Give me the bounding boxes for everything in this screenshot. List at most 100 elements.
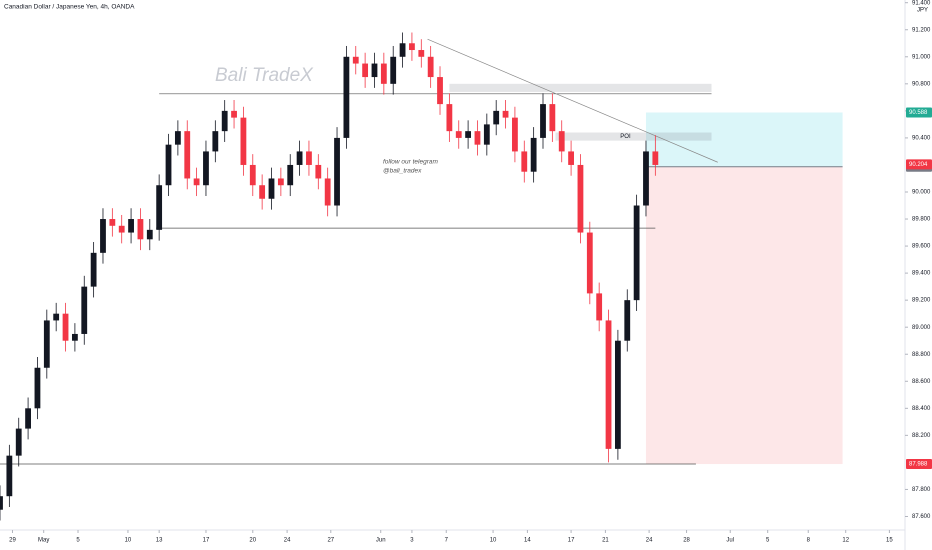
candle-body — [268, 178, 275, 199]
candle-body — [306, 151, 312, 165]
candle-body — [568, 151, 574, 165]
y-tick-label: 89.000 — [912, 325, 931, 331]
y-tick-label: 88.600 — [912, 379, 931, 385]
candle-body — [446, 104, 453, 132]
candle-body — [577, 164, 584, 233]
candle-body — [118, 225, 125, 233]
candle-body — [343, 56, 350, 138]
candle-body — [596, 293, 603, 321]
y-tick-label: 89.600 — [912, 244, 931, 250]
candle-body — [362, 63, 369, 78]
candle-body — [624, 300, 631, 341]
x-tick-label: 15 — [886, 538, 893, 544]
currency-label: JPY — [917, 8, 928, 14]
y-tick-label: 90.400 — [912, 135, 931, 141]
candle-body — [15, 428, 22, 456]
x-tick-label: 3 — [410, 538, 414, 544]
x-tick-label: 10 — [125, 538, 132, 544]
x-tick-label: 5 — [76, 538, 80, 544]
x-tick-label: May — [38, 538, 49, 544]
x-tick-label: 10 — [490, 538, 497, 544]
y-tick-label: 91.400 — [912, 0, 931, 6]
candle-body — [614, 340, 621, 449]
y-tick-label: 91.000 — [912, 54, 931, 60]
zone — [555, 132, 712, 141]
price-tag-label: 90.204 — [909, 162, 928, 168]
note-line: follow our telegram — [383, 159, 438, 166]
x-tick-label: 21 — [602, 538, 609, 544]
x-tick-label: 12 — [842, 538, 849, 544]
x-tick-label: 8 — [807, 538, 811, 544]
trendline — [427, 38, 718, 163]
x-tick-label: 17 — [203, 538, 210, 544]
candle-body — [558, 131, 565, 152]
candle-body — [437, 77, 443, 105]
y-tick-label: 90.800 — [912, 81, 931, 87]
zone — [449, 83, 712, 92]
candle-body — [530, 137, 537, 172]
y-tick-label: 87.600 — [912, 514, 931, 520]
candle-body — [277, 178, 284, 186]
candle-body — [399, 43, 406, 57]
y-tick-label: 88.200 — [912, 433, 931, 439]
candle-body — [174, 131, 181, 145]
x-tick-label: 7 — [445, 538, 449, 544]
candle-body — [334, 137, 340, 206]
candle-body — [371, 63, 378, 78]
candle-body — [465, 131, 472, 138]
y-tick-label: 89.800 — [912, 217, 931, 223]
candle-body — [259, 185, 266, 199]
x-tick-label: Jul — [726, 538, 734, 544]
candle-body — [25, 408, 31, 429]
profit-zone — [645, 112, 843, 167]
candle-body — [427, 56, 434, 78]
candle-body — [605, 320, 612, 449]
candle-body — [380, 63, 387, 84]
x-tick-label: 13 — [156, 538, 163, 544]
price-tag-label: 90.588 — [909, 110, 928, 116]
candle-body — [100, 219, 106, 253]
candle-body — [418, 50, 425, 57]
candle-body — [34, 367, 41, 409]
price-tag-label: 87.988 — [909, 462, 928, 468]
x-tick-label: 17 — [568, 538, 575, 544]
candle-body — [240, 117, 247, 165]
candle-body — [315, 164, 322, 179]
candle-body — [586, 232, 593, 294]
y-tick-label: 88.800 — [912, 352, 931, 358]
y-tick-label: 87.800 — [912, 487, 931, 493]
price-tag — [906, 159, 932, 170]
candle-body — [249, 164, 256, 186]
y-tick-label: 91.200 — [912, 27, 931, 33]
candle-body — [221, 110, 228, 132]
x-tick-label: 24 — [646, 538, 653, 544]
candle-body — [6, 455, 13, 497]
candle-body — [493, 110, 500, 125]
candle-body — [521, 151, 528, 172]
x-tick-label: 20 — [249, 538, 256, 544]
candle-body — [643, 151, 649, 206]
candle-body — [633, 205, 640, 301]
candle-body — [231, 110, 237, 118]
candle-body — [62, 313, 69, 341]
candle-body — [81, 286, 88, 334]
chart-title: Canadian Dollar / Japanese Yen, 4h, OAND… — [4, 4, 135, 11]
candle-body — [212, 131, 219, 152]
y-tick-label: 89.400 — [912, 271, 931, 277]
note-line: @bali_tradex — [383, 168, 422, 175]
candle-body — [512, 117, 518, 152]
zone-label: POI — [620, 134, 631, 140]
x-tick-label: 28 — [683, 538, 690, 544]
candle-body — [165, 144, 172, 186]
x-tick-label: 24 — [284, 538, 291, 544]
candle-body — [483, 124, 490, 145]
x-tick-label: 29 — [9, 538, 16, 544]
y-tick-label: 88.400 — [912, 406, 931, 412]
candle-body — [502, 110, 509, 118]
candle-body — [71, 333, 78, 341]
candle-body — [324, 178, 331, 206]
x-tick-label: 5 — [766, 538, 770, 544]
y-tick-label: 90.000 — [912, 190, 931, 196]
